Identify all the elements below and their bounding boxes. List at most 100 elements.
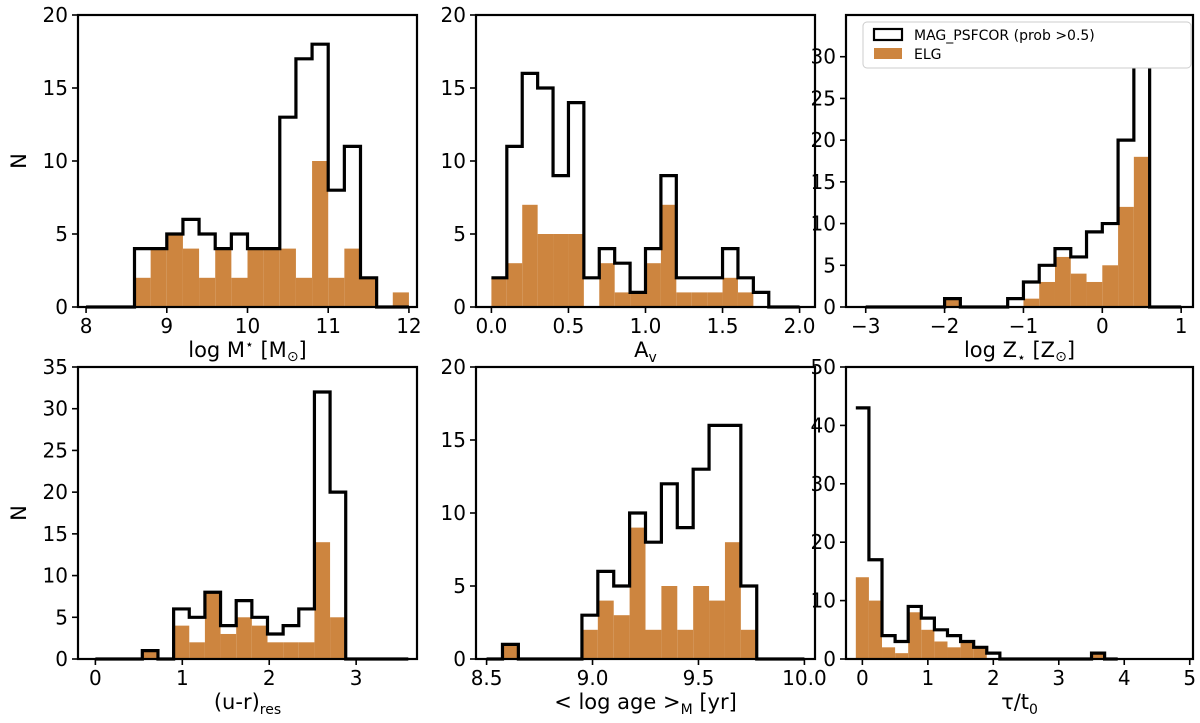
y-tick-label: 20 bbox=[43, 480, 68, 504]
y-tick-label: 5 bbox=[823, 253, 836, 277]
x-tick-label: 8.5 bbox=[471, 666, 503, 690]
elg-bar bbox=[724, 542, 741, 659]
x-axis-label-unit_end: ] bbox=[299, 338, 307, 362]
elg-bar bbox=[868, 600, 883, 659]
elg-bar bbox=[199, 277, 216, 307]
elg-bar bbox=[328, 277, 345, 307]
elg-bar bbox=[568, 234, 584, 307]
elg-bar bbox=[263, 248, 280, 307]
panel-age: 8.5 9.0 9.5 10.0 0 5 10 15 20 < log age >M [yr] bbox=[441, 355, 827, 718]
elg-bar bbox=[1054, 256, 1071, 307]
x-tick-label: 4 bbox=[1118, 666, 1131, 690]
y-tick-label: 30 bbox=[43, 397, 68, 421]
y-tick-label: 15 bbox=[441, 428, 466, 452]
y-tick-label: 20 bbox=[441, 3, 466, 27]
y-tick-label: 0 bbox=[823, 647, 836, 671]
x-axis-label-sub: M bbox=[681, 702, 693, 718]
x-axis-label-main: (u-r) bbox=[214, 690, 260, 714]
y-axis-label: N bbox=[7, 505, 31, 521]
elg-bar bbox=[660, 204, 677, 307]
elg-bar bbox=[645, 263, 661, 307]
y-tick-label: 10 bbox=[43, 564, 68, 588]
x-axis-label: (u-r)res bbox=[214, 690, 281, 718]
x-tick-label: 1 bbox=[176, 666, 189, 690]
elg-bar bbox=[150, 248, 167, 307]
mag-step-outline bbox=[95, 390, 409, 661]
elg-bar bbox=[944, 298, 961, 307]
x-tick-label: −3 bbox=[851, 314, 880, 338]
x-axis-label: < log age >M [yr] bbox=[554, 690, 737, 718]
mag-step-outline bbox=[86, 42, 409, 309]
elg-bar bbox=[882, 647, 896, 659]
elg-bar bbox=[1086, 281, 1103, 307]
elg-bar bbox=[166, 234, 183, 307]
y-tick-label: 10 bbox=[441, 149, 466, 173]
elg-bar bbox=[597, 600, 614, 659]
x-tick-label: 11 bbox=[315, 314, 340, 338]
elg-bar bbox=[182, 248, 200, 307]
elg-bar bbox=[1023, 298, 1040, 307]
x-axis-label: log M⋆ [M⊙] bbox=[188, 337, 307, 365]
y-tick-label: 25 bbox=[43, 438, 68, 462]
x-tick-label: 1.5 bbox=[707, 314, 739, 338]
x-axis-label-sub: ⋆ bbox=[1017, 350, 1026, 366]
x-tick-label: 0 bbox=[89, 666, 102, 690]
x-tick-label: 5 bbox=[1183, 666, 1196, 690]
y-tick-label: 20 bbox=[43, 3, 68, 27]
elg-bar bbox=[707, 292, 723, 307]
x-tick-label: 1 bbox=[1175, 314, 1188, 338]
x-axis-label-unit_sub: ⊙ bbox=[287, 349, 299, 365]
elg-bar bbox=[231, 277, 248, 307]
x-tick-label: 12 bbox=[396, 314, 421, 338]
mag-step-outline bbox=[855, 406, 1118, 661]
elg-bar bbox=[676, 292, 692, 307]
x-axis-label-main: τ/t bbox=[1001, 690, 1029, 714]
elg-bar bbox=[855, 577, 869, 659]
y-tick-label: 30 bbox=[811, 472, 836, 496]
y-tick-label: 20 bbox=[441, 355, 466, 379]
y-tick-label: 35 bbox=[43, 355, 68, 379]
elg-bar bbox=[279, 248, 296, 307]
elg-bar bbox=[1070, 273, 1087, 307]
legend: MAG_PSFCOR (prob >0.5) ELG bbox=[862, 21, 1192, 69]
elg-bar bbox=[502, 644, 519, 659]
y-tick-label: 10 bbox=[441, 501, 466, 525]
x-axis-label-unit_sub: ⊙ bbox=[1055, 349, 1067, 365]
y-tick-label: 5 bbox=[453, 222, 466, 246]
x-axis-label-unit: [Z bbox=[1026, 338, 1055, 362]
elg-bar bbox=[267, 642, 284, 659]
axes-frame bbox=[844, 13, 1195, 309]
elg-bar bbox=[360, 277, 377, 307]
elg-bar bbox=[312, 161, 329, 307]
elg-bar bbox=[693, 586, 710, 659]
legend-swatch-elg bbox=[874, 48, 902, 59]
x-axis-label-unit: [yr] bbox=[693, 690, 737, 714]
elg-bar bbox=[344, 248, 361, 307]
elg-bar bbox=[1118, 206, 1134, 307]
axes-frame bbox=[844, 365, 1195, 661]
legend-box bbox=[862, 21, 1192, 69]
y-tick-label: 15 bbox=[441, 76, 466, 100]
x-tick-label: 10 bbox=[235, 314, 260, 338]
y-tick-label: 15 bbox=[811, 170, 836, 194]
x-axis-label-unit_end: ] bbox=[1067, 338, 1075, 362]
mag-step-outline bbox=[865, 21, 1182, 309]
y-tick-label: 0 bbox=[453, 295, 466, 319]
x-axis-label-main: log Z bbox=[964, 338, 1017, 362]
x-tick-label: 3 bbox=[1052, 666, 1065, 690]
elg-bar bbox=[677, 629, 694, 659]
y-tick-label: 15 bbox=[43, 76, 68, 100]
elg-bar bbox=[220, 633, 237, 659]
x-axis-label-main: A bbox=[634, 338, 649, 362]
x-tick-label: 0.0 bbox=[476, 314, 508, 338]
elg-bar bbox=[1133, 156, 1150, 307]
elg-bar bbox=[947, 647, 961, 659]
y-tick-label: 5 bbox=[55, 222, 68, 246]
elg-bar bbox=[921, 629, 935, 659]
y-tick-label: 10 bbox=[811, 212, 836, 236]
x-axis-label-sub: res bbox=[260, 702, 281, 718]
x-axis-label: Av bbox=[634, 338, 657, 366]
